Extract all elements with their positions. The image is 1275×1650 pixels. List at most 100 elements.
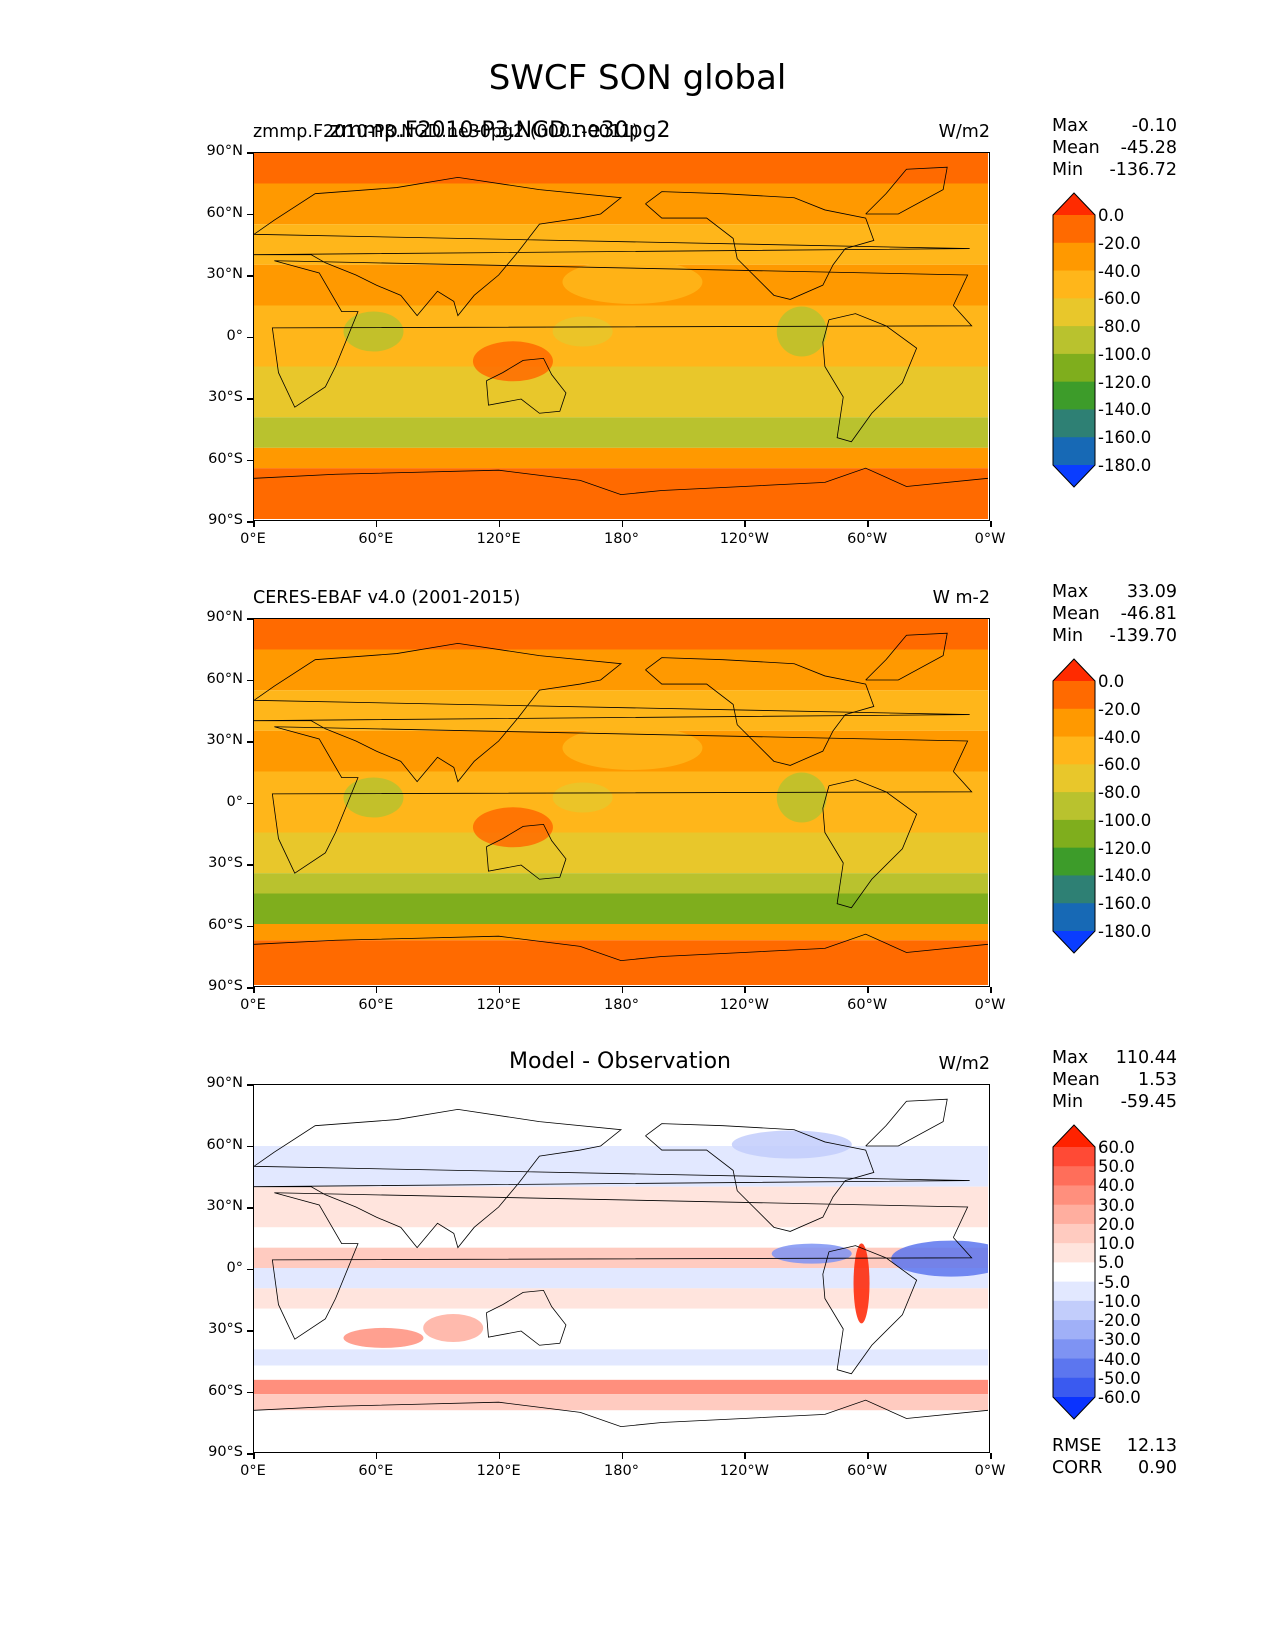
lon-tick-mark <box>744 1453 746 1459</box>
stat-row: Mean 1.53 <box>1052 1070 1177 1090</box>
panel-units: W/m2 <box>938 1054 990 1074</box>
colorbar-segment <box>1053 1223 1095 1244</box>
lon-tick-mark <box>990 521 992 527</box>
coastline <box>822 779 918 909</box>
colorbar-label: -50.0 <box>1098 1368 1141 1388</box>
lat-tick-mark <box>247 679 253 681</box>
stat-value: 1.53 <box>1138 1070 1177 1090</box>
field-band <box>254 649 988 691</box>
lat-tick-label: 30°S <box>208 389 243 405</box>
field-band <box>254 1268 988 1289</box>
colorbar-segment <box>1053 326 1095 355</box>
field-band <box>254 893 988 924</box>
coastline <box>822 313 918 443</box>
stat-row: Min -136.72 <box>1052 160 1177 180</box>
field-band <box>254 153 988 184</box>
colorbar-segment <box>1053 1147 1095 1167</box>
lon-tick-label: 0°W <box>974 1463 1006 1479</box>
lat-tick-label: 90°N <box>206 143 243 159</box>
stat-value: -59.45 <box>1120 1092 1177 1112</box>
stat-row: Min -139.70 <box>1052 626 1177 646</box>
lat-tick-label: 60°S <box>208 916 243 933</box>
coastline <box>645 1123 875 1232</box>
lon-tick-label: 0°W <box>974 531 1006 547</box>
stat-label: Min <box>1052 160 1084 180</box>
panel-left-title: zmmp.F2010-P3.NGD.ne30pg2 (0001-0011) <box>253 122 639 142</box>
lat-tick-label: 30°N <box>206 1198 243 1214</box>
stat-row: Mean -45.28 <box>1052 138 1177 158</box>
lat-tick-mark <box>247 925 253 927</box>
stat-label: RMSE <box>1052 1436 1102 1456</box>
panel-left-title: CERES-EBAF v4.0 (2001-2015) <box>253 588 521 608</box>
stat-value: -139.70 <box>1109 626 1177 646</box>
lon-tick-mark <box>498 987 501 993</box>
colorbar-label: 10.0 <box>1098 1234 1135 1254</box>
stat-label: Max <box>1052 582 1089 602</box>
colorbar-segment <box>1053 903 1095 932</box>
field-blob <box>472 807 553 848</box>
colorbar-segment <box>1053 1204 1095 1225</box>
field-blob <box>853 1243 870 1324</box>
colorbar-segment <box>1053 875 1095 904</box>
lat-tick-label: 30°N <box>206 266 243 282</box>
colorbar-label: -100.0 <box>1098 810 1152 830</box>
colorbar-label: -60.0 <box>1098 1388 1141 1407</box>
lon-tick-mark <box>867 521 869 527</box>
field-band <box>254 1365 988 1380</box>
lon-tick-mark <box>253 987 255 993</box>
colorbar-extend-bottom <box>1053 931 1095 953</box>
lon-tick-label: 60°W <box>847 1463 888 1479</box>
colorbar-segment <box>1053 736 1095 765</box>
lon-tick-label: 180° <box>604 531 639 547</box>
field-band <box>254 1085 988 1146</box>
lat-tick-mark <box>247 1391 253 1393</box>
lon-tick-label: 180° <box>604 1463 639 1479</box>
colorbar-label: -20.0 <box>1098 233 1141 253</box>
stat-value: -0.10 <box>1131 116 1177 136</box>
lat-tick-mark <box>247 213 253 215</box>
figure-title: SWCF SON global <box>488 58 787 98</box>
colorbar-label: -80.0 <box>1098 317 1141 337</box>
lat-tick-mark <box>247 741 253 743</box>
lon-tick-label: 60°W <box>847 997 888 1013</box>
lat-tick-mark <box>247 1207 253 1209</box>
lon-tick-mark <box>253 1453 255 1459</box>
field-blob <box>776 772 827 823</box>
colorbar-label: -60.0 <box>1098 289 1141 309</box>
lon-tick-label: 60°E <box>358 531 394 547</box>
lon-tick-label: 60°E <box>358 997 394 1013</box>
lat-tick-mark <box>247 618 253 620</box>
lat-tick-mark <box>247 1330 253 1332</box>
lat-tick-label: 0° <box>226 1259 243 1276</box>
colorbar-label: 5.0 <box>1098 1253 1125 1273</box>
lon-tick-mark <box>253 521 255 527</box>
panel-units: W m-2 <box>932 588 990 608</box>
colorbar-segment <box>1053 1166 1095 1186</box>
colorbar-label: -160.0 <box>1098 894 1152 914</box>
colorbar-label: -140.0 <box>1098 400 1152 420</box>
lat-tick-mark <box>247 1453 253 1455</box>
colorbar-segment <box>1053 1185 1095 1206</box>
colorbar-label: 30.0 <box>1098 1195 1135 1215</box>
lat-tick-mark <box>247 336 253 338</box>
lat-tick-mark <box>247 1084 253 1086</box>
lon-tick-mark <box>498 1453 501 1459</box>
lon-tick-label: 120°W <box>719 1463 769 1479</box>
stat-row: RMSE 12.13 <box>1052 1436 1177 1456</box>
stat-label: CORR <box>1052 1458 1103 1478</box>
field-blob <box>562 259 703 304</box>
coastline <box>645 191 875 300</box>
lat-tick-label: 30°S <box>208 855 243 871</box>
colorbar-extend-top <box>1053 659 1095 681</box>
colorbar <box>1052 658 1096 954</box>
colorbar-extend-top <box>1053 193 1095 215</box>
colorbar-label: -140.0 <box>1098 866 1152 886</box>
field-band <box>254 924 988 941</box>
coastline <box>822 1245 918 1375</box>
colorbar-segment <box>1053 1377 1095 1398</box>
colorbar-label: -40.0 <box>1098 727 1141 747</box>
coastline <box>865 166 948 215</box>
lat-tick-label: 0° <box>226 327 243 344</box>
field-band <box>254 397 988 418</box>
field-band <box>254 619 988 650</box>
